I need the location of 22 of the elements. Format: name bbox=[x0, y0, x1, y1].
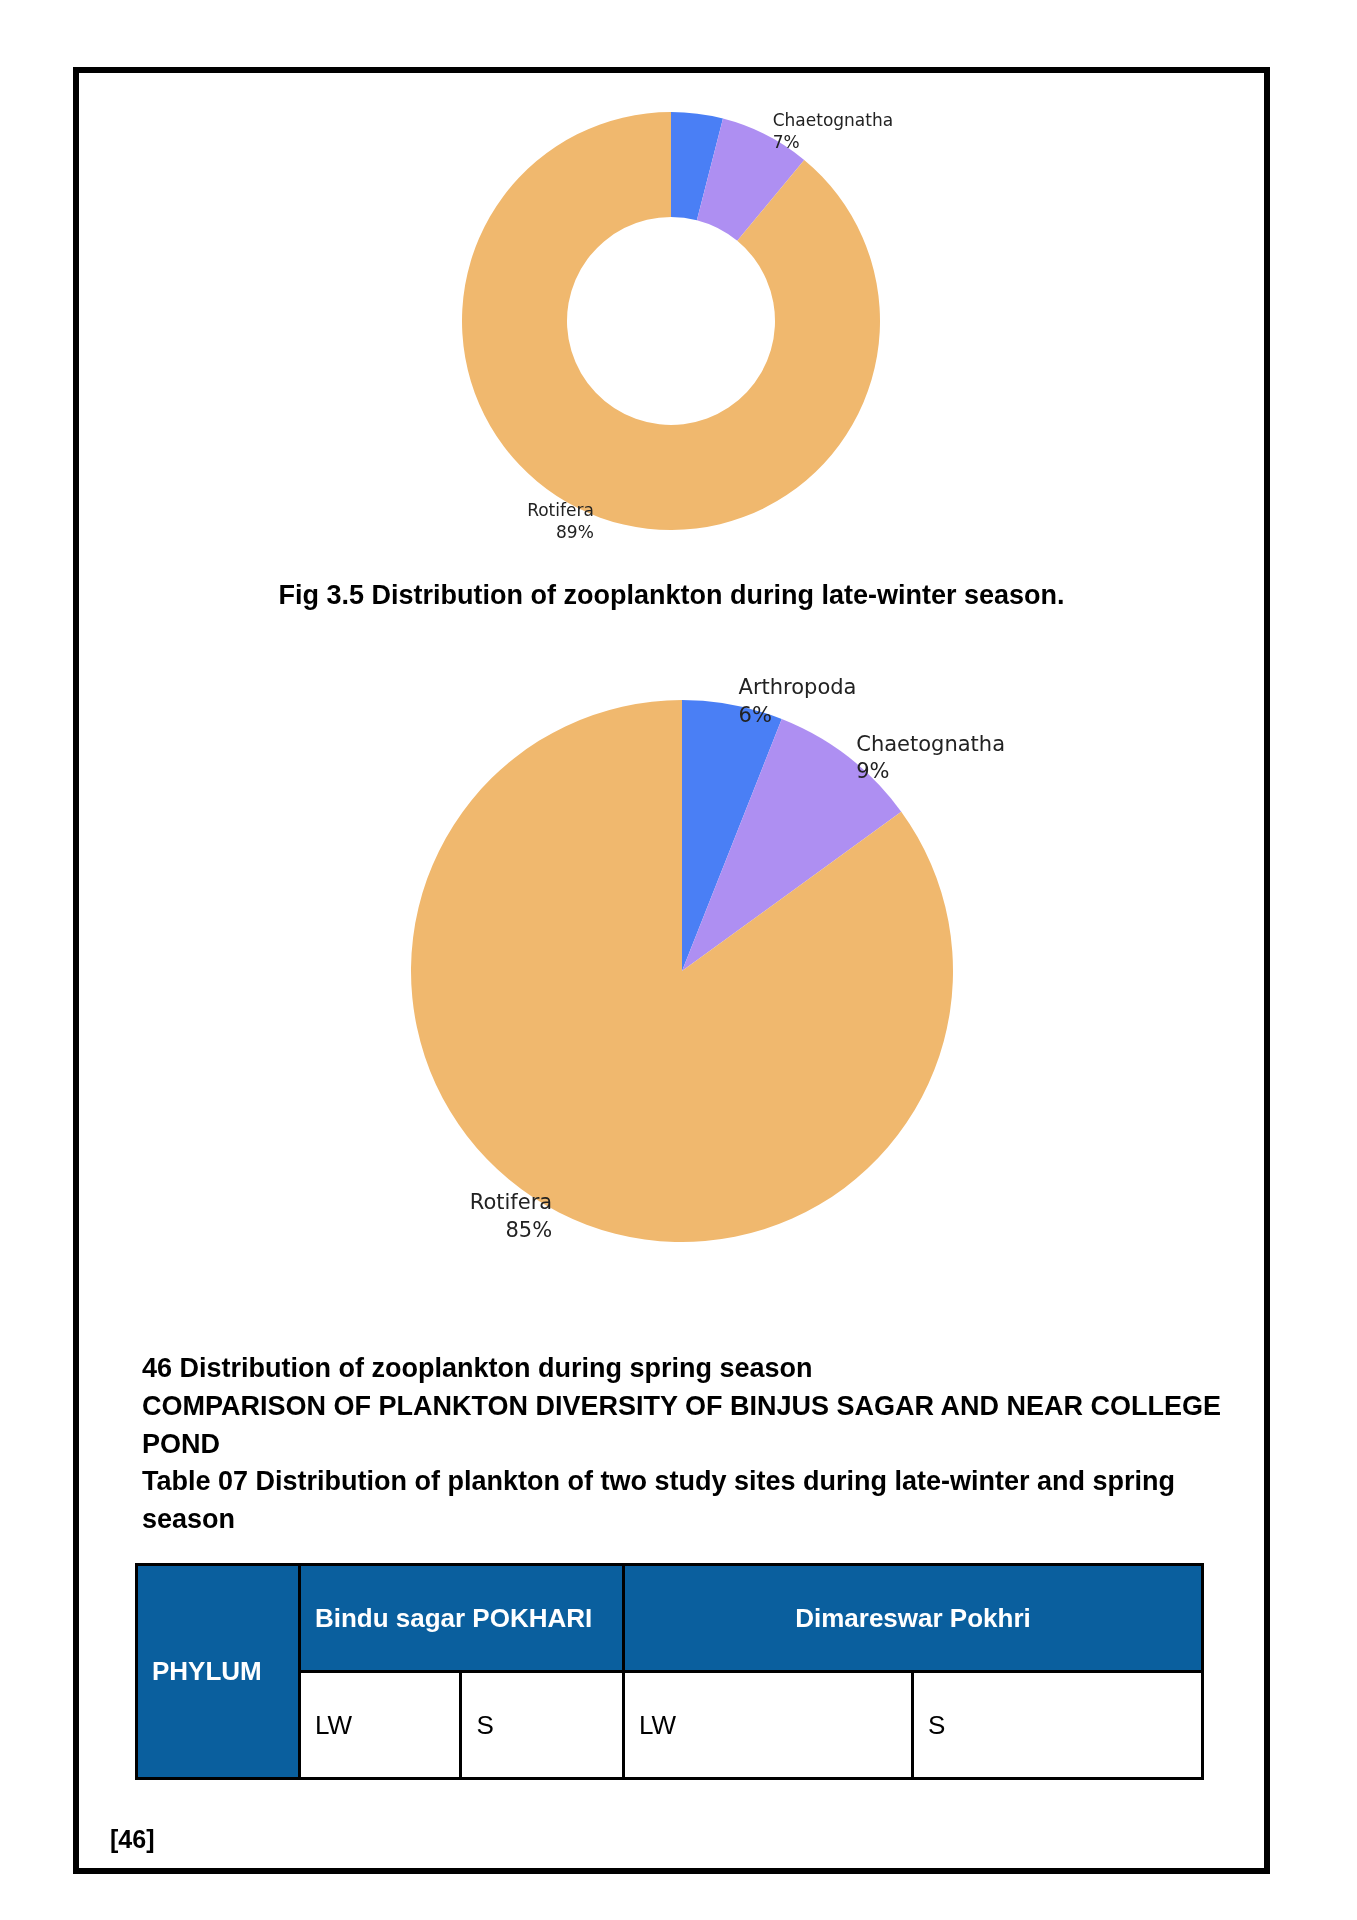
data-label: 9% bbox=[856, 759, 890, 784]
data-label: 89% bbox=[556, 522, 594, 543]
slice-label: Arthropoda bbox=[738, 675, 857, 700]
text: [46] bbox=[110, 1824, 156, 1855]
text: Dimareswar Pokhri bbox=[623, 1564, 1203, 1672]
slice-label: Chaetognatha bbox=[856, 731, 1006, 756]
slice-label: Rotifera bbox=[527, 500, 594, 521]
text: 46 Distribution of zooplankton during spring season bbox=[142, 1352, 814, 1385]
text: S bbox=[912, 1671, 1203, 1779]
slice-label: Chaetognatha bbox=[772, 110, 894, 131]
data-label: 7% bbox=[772, 132, 800, 153]
text: Fig 3.5 Distribution of zooplankton during late-winter season. bbox=[277, 579, 1066, 612]
text: LW bbox=[299, 1671, 461, 1779]
text: S bbox=[460, 1671, 624, 1779]
slice-label: Rotifera bbox=[469, 1190, 553, 1215]
text: Table 07 Distribution of plankton of two study sites during late-winter and spring season bbox=[142, 1465, 1177, 1536]
text: Bindu sagar POKHARI bbox=[299, 1564, 624, 1672]
data-label: 6% bbox=[738, 702, 772, 727]
text: PHYLUM bbox=[136, 1564, 300, 1779]
text: COMPARISON OF PLANKTON DIVERSITY OF BINJUS SAGAR AND NEAR COLLEGE POND bbox=[142, 1390, 1223, 1461]
data-label: 85% bbox=[505, 1217, 553, 1242]
text: LW bbox=[623, 1671, 913, 1779]
